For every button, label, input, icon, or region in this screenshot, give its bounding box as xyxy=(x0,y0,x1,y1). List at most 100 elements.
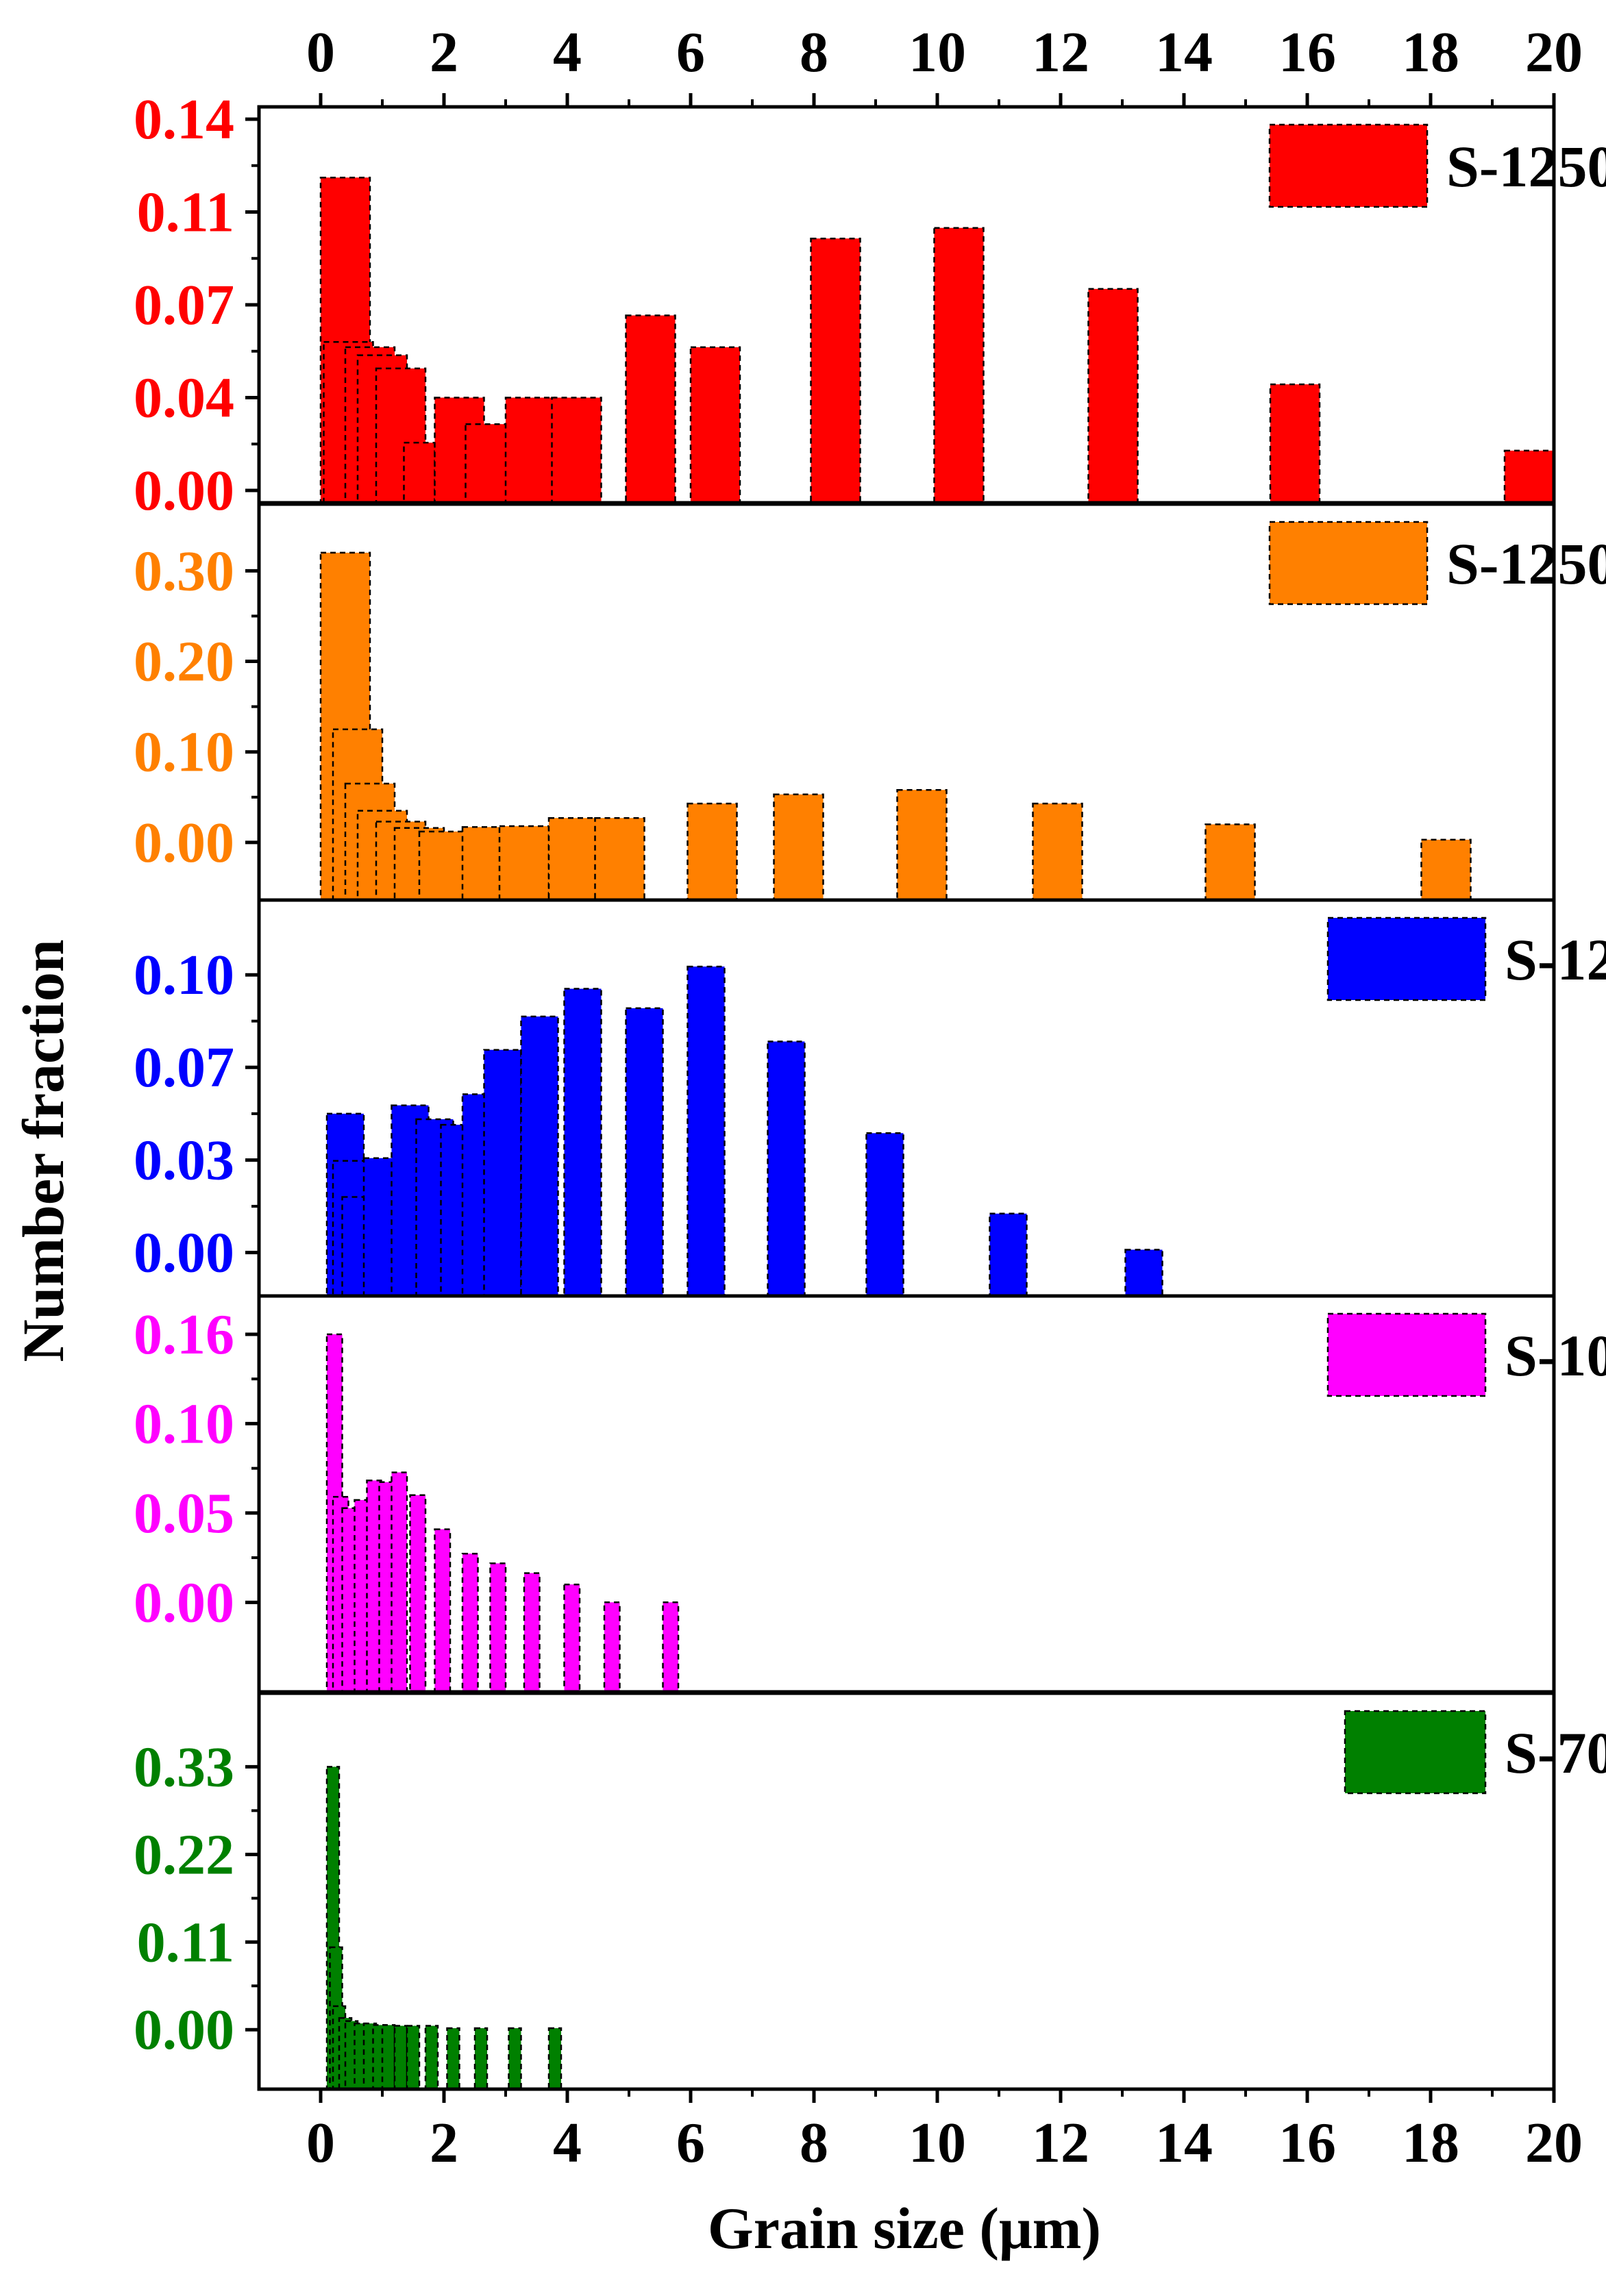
y-tick-label: 0.11 xyxy=(137,1910,234,1974)
panel-frame xyxy=(257,1691,1556,2091)
bar xyxy=(1269,383,1321,504)
y-tick-label: 0.04 xyxy=(134,366,234,430)
legend-4: S-1000 xyxy=(1326,1312,1606,1397)
bars-4 xyxy=(325,1333,680,1693)
y-tick-label: 0.10 xyxy=(134,943,234,1007)
bar xyxy=(773,793,824,901)
x-tick-label: 12 xyxy=(1032,21,1089,84)
legend-swatch xyxy=(1326,916,1487,1001)
legend-swatch xyxy=(1344,1710,1487,1795)
bar xyxy=(594,816,645,901)
y-tick-label: 0.03 xyxy=(134,1129,234,1193)
bar xyxy=(508,2027,522,2091)
bar xyxy=(483,1049,522,1297)
bar xyxy=(461,1552,479,1693)
x-tick-label: 4 xyxy=(553,2111,582,2175)
bar xyxy=(391,1471,408,1693)
x-tick-label: 2 xyxy=(430,2111,458,2175)
bar xyxy=(424,2025,439,2091)
legend-3: S-1250 xyxy=(1326,916,1606,1001)
bars-3 xyxy=(325,965,1163,1297)
legend-1: S-1250-3 xyxy=(1268,123,1606,208)
bar xyxy=(547,816,600,901)
legend-swatch xyxy=(1326,1312,1487,1397)
bar xyxy=(504,397,556,504)
legend-swatch xyxy=(1268,521,1429,606)
bar xyxy=(625,314,676,504)
bar xyxy=(563,988,602,1297)
bar xyxy=(687,965,726,1297)
bar xyxy=(810,237,861,504)
bar xyxy=(865,1132,904,1297)
x-tick-label: 12 xyxy=(1032,2111,1089,2175)
x-tick-label: 10 xyxy=(909,2111,966,2175)
legend-2: S-1250-1 xyxy=(1268,521,1606,606)
y-tick-label: 0.00 xyxy=(134,1998,234,2062)
x-tick-label: 16 xyxy=(1278,2111,1336,2175)
y-ticks-2: 0.00 0.10 0.20 0.30 xyxy=(134,539,259,875)
bottom-x-axis: 0 2 4 6 8 10 12 14 16 18 20 xyxy=(306,2089,1583,2175)
x-tick-label: 20 xyxy=(1525,2111,1583,2175)
x-tick-label: 0 xyxy=(306,21,335,84)
panel-5: 0.00 0.11 0.22 0.33 S-700 xyxy=(134,1691,1606,2091)
y-tick-label: 0.07 xyxy=(134,273,234,337)
bar xyxy=(403,442,436,504)
bar xyxy=(520,1015,559,1297)
x-tick-label: 6 xyxy=(676,21,705,84)
y-ticks-1: 0.00 0.04 0.07 0.11 0.14 xyxy=(134,88,259,523)
x-tick-label: 16 xyxy=(1278,21,1336,84)
bar xyxy=(662,1601,680,1693)
legend-label: S-1250-1 xyxy=(1446,531,1606,597)
x-tick-label: 8 xyxy=(800,2111,828,2175)
x-tick-label: 6 xyxy=(676,2111,705,2175)
bar xyxy=(473,2027,489,2091)
y-tick-label: 0.10 xyxy=(134,1392,234,1456)
y-tick-label: 0.16 xyxy=(134,1303,234,1367)
x-tick-label: 8 xyxy=(800,21,828,84)
bar xyxy=(625,1007,664,1297)
bar xyxy=(498,825,550,901)
bar xyxy=(1420,838,1472,901)
x-tick-label: 10 xyxy=(909,21,966,84)
bar xyxy=(689,346,741,504)
y-ticks-4: 0.00 0.05 0.10 0.16 xyxy=(134,1303,259,1634)
y-tick-label: 0.05 xyxy=(134,1482,234,1545)
bar xyxy=(551,397,602,504)
bar xyxy=(434,1528,452,1693)
y-tick-label: 0.14 xyxy=(134,88,234,151)
bars-5 xyxy=(325,1766,563,2091)
x-tick-label: 18 xyxy=(1402,21,1459,84)
bar xyxy=(418,830,470,901)
panel-1: 0.00 0.04 0.07 0.11 0.14 S-1250-3 xyxy=(134,88,1606,523)
panel-4: 0.00 0.05 0.10 0.16 S-1000 xyxy=(134,1294,1606,1694)
legend-label: S-1250 xyxy=(1505,927,1606,993)
y-tick-label: 0.00 xyxy=(134,1571,234,1634)
top-x-axis: 0 2 4 6 8 10 12 14 16 18 20 xyxy=(306,21,1583,107)
bar xyxy=(489,1562,507,1693)
bar xyxy=(547,2027,563,2091)
y-tick-label: 0.33 xyxy=(134,1735,234,1799)
bar xyxy=(989,1212,1028,1297)
bar xyxy=(409,1494,427,1693)
y-tick-label: 0.00 xyxy=(134,811,234,875)
x-tick-label: 4 xyxy=(553,21,582,84)
bar xyxy=(1503,449,1555,504)
y-tick-label: 0.10 xyxy=(134,721,234,784)
x-tick-label: 14 xyxy=(1155,21,1213,84)
bar xyxy=(1204,823,1256,901)
bar xyxy=(933,227,985,504)
bar xyxy=(767,1040,806,1297)
bar xyxy=(563,1583,581,1693)
legend-swatch xyxy=(1268,123,1429,208)
bar xyxy=(406,2025,421,2091)
bar xyxy=(1032,802,1083,901)
y-ticks-3: 0.00 0.03 0.07 0.10 xyxy=(134,943,259,1285)
legend-label: S-700 xyxy=(1505,1720,1606,1786)
y-axis-label: Number fraction xyxy=(10,939,76,1362)
y-tick-label: 0.22 xyxy=(134,1823,234,1886)
x-tick-label: 14 xyxy=(1155,2111,1213,2175)
x-tick-label: 2 xyxy=(430,21,458,84)
x-tick-label: 18 xyxy=(1402,2111,1459,2175)
y-tick-label: 0.20 xyxy=(134,630,234,694)
